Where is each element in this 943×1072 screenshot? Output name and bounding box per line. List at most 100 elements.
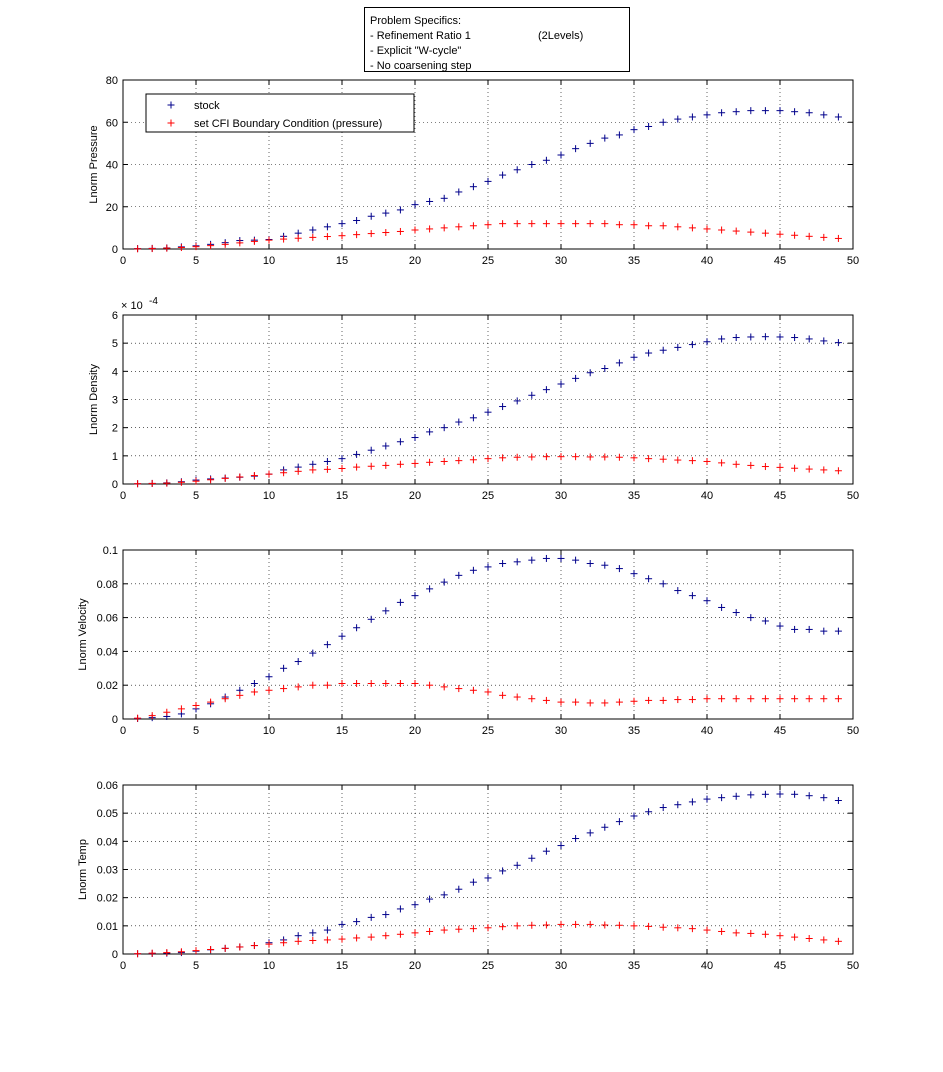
y-tick-label: 0.08 [97,579,118,591]
data-point [761,107,769,115]
data-point [280,939,288,947]
data-point [411,434,419,442]
data-point [615,921,623,929]
data-point [411,901,419,909]
x-tick-label: 15 [336,960,348,972]
y-tick-label: 0.04 [97,646,118,658]
data-point [323,641,331,649]
data-point [674,801,682,809]
data-point [294,234,302,242]
data-point [396,438,404,446]
data-point [426,428,434,436]
data-point [659,580,667,588]
data-point [834,234,842,242]
data-point [280,469,288,477]
data-point [250,680,258,688]
x-tick-label: 0 [120,490,126,502]
data-point [674,456,682,464]
series-cfi [134,220,842,253]
data-point [499,923,507,931]
y-tick-label: 20 [106,202,118,214]
data-point [557,453,565,461]
data-point [338,220,346,228]
data-point [703,225,711,233]
data-point [426,895,434,903]
data-point [323,457,331,465]
data-point [469,414,477,422]
data-point [499,220,507,228]
y-tick-label: 60 [106,117,118,129]
data-point [776,107,784,115]
y-tick-label: 0 [112,714,118,726]
data-point [703,695,711,703]
data-point [134,480,142,488]
data-point [776,790,784,798]
x-tick-label: 5 [193,960,199,972]
data-point [265,470,273,478]
data-point [207,242,215,250]
y-tick-label: 2 [112,423,118,435]
data-point [834,339,842,347]
data-point [761,463,769,471]
data-point [163,949,171,957]
data-point [323,233,331,241]
data-point [615,359,623,367]
data-point [338,920,346,928]
data-point [382,680,390,688]
data-point [601,453,609,461]
data-point [776,932,784,940]
data-point [236,473,244,481]
x-tick-label: 10 [263,490,275,502]
data-point [396,680,404,688]
x-tick-label: 25 [482,725,494,737]
data-point [601,365,609,373]
data-point [776,695,784,703]
data-point [542,554,550,562]
data-point [367,230,375,238]
data-point [776,333,784,341]
data-point [557,698,565,706]
data-point [323,936,331,944]
data-point [513,220,521,228]
data-point [484,563,492,571]
data-point [572,145,580,153]
data-point [820,627,828,635]
data-point [572,220,580,228]
data-point [732,929,740,937]
data-point [309,466,317,474]
data-point [805,935,813,943]
y-tick-label: 6 [112,310,118,322]
data-point [265,940,273,948]
data-point [265,236,273,244]
data-point [177,244,185,252]
data-point [542,847,550,855]
data-point [572,920,580,928]
data-point [557,220,565,228]
data-point [586,369,594,377]
data-point [309,681,317,689]
data-point [630,353,638,361]
data-point [688,224,696,232]
y-axis-label: Lnorm Density [88,364,100,435]
x-tick-label: 50 [847,725,859,737]
data-point [820,337,828,345]
data-point [455,885,463,893]
y-axis-label: Lnorm Temp [77,839,89,900]
data-point [148,949,156,957]
data-point [294,937,302,945]
data-point [586,920,594,928]
data-point [718,695,726,703]
data-point [134,714,142,722]
data-point [265,686,273,694]
data-point [396,905,404,913]
data-point [805,465,813,473]
data-point [805,792,813,800]
data-point [542,220,550,228]
data-point [557,920,565,928]
data-point [207,476,215,484]
data-point [367,212,375,220]
data-point [776,230,784,238]
data-point [615,131,623,139]
